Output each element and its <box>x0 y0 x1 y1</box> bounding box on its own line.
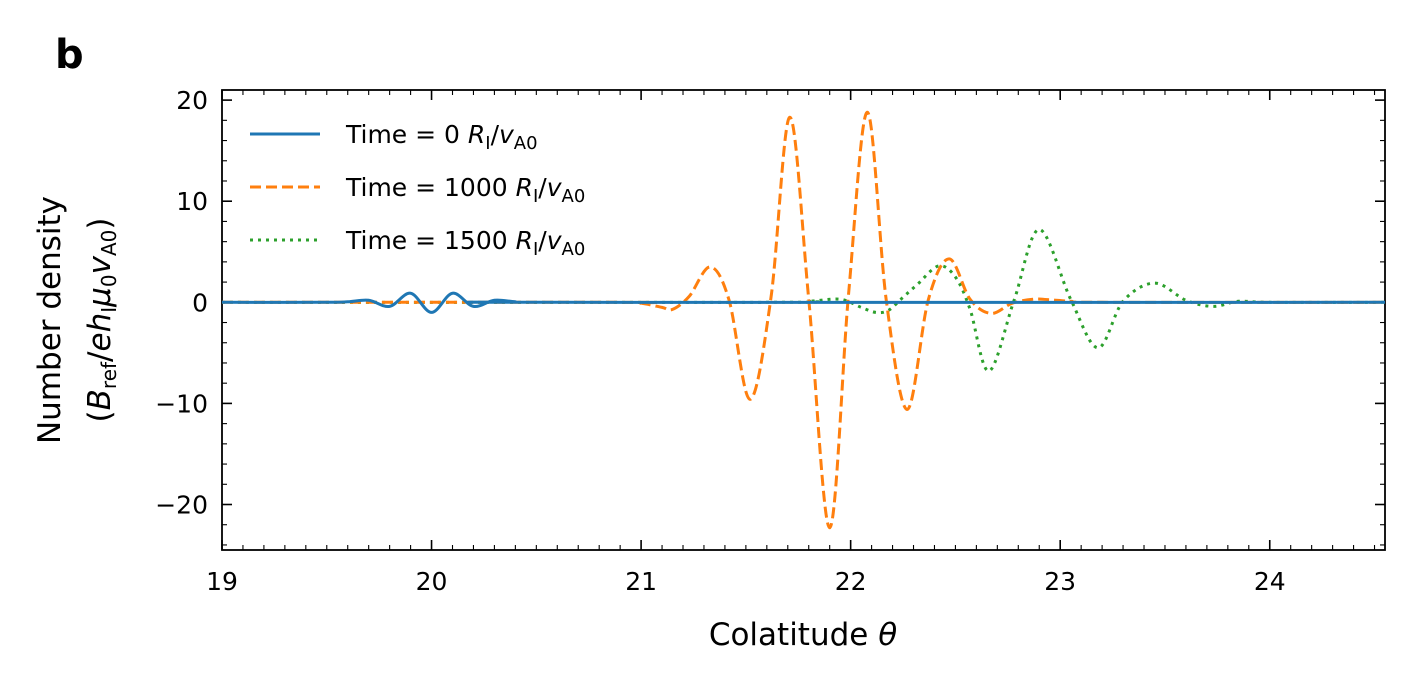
ticks-group <box>221 90 1385 550</box>
y-axis-title-line1: Number density <box>32 196 68 444</box>
panel-label: b <box>55 32 84 78</box>
legend: Time = 0 RI/vA0 Time = 1000 RI/vA0 Time = … <box>250 120 585 260</box>
x-tick-label: 23 <box>1044 567 1076 596</box>
x-axis-title: Colatitude θ <box>709 617 897 653</box>
plot-frame <box>221 89 1386 551</box>
y-tick-label: −10 <box>155 389 208 418</box>
x-tick-label: 20 <box>416 567 448 596</box>
y-tick-label: 10 <box>176 187 208 216</box>
y-tick-label: 20 <box>176 86 208 115</box>
x-tick-label: 24 <box>1254 567 1286 596</box>
legend-label-0: Time = 0 RI/vA0 <box>345 120 538 154</box>
y-axis-title: Number density (Bref/ehIμ0vA0) <box>32 196 121 444</box>
y-axis-title-line2: (Bref/ehIμ0vA0) <box>82 218 121 423</box>
x-tick-label: 19 <box>206 567 238 596</box>
series-line-1 <box>221 110 1386 530</box>
x-tick-label: 21 <box>625 567 657 596</box>
x-tick-label: 22 <box>835 567 867 596</box>
series-line-0 <box>221 291 1386 314</box>
legend-label-2: Time = 1500 RI/vA0 <box>345 226 585 260</box>
y-tick-label: 0 <box>192 288 208 317</box>
y-tick-labels: −20 −10 0 10 20 <box>155 86 208 519</box>
series-group <box>221 110 1386 530</box>
legend-label-1: Time = 1000 RI/vA0 <box>345 173 585 207</box>
x-tick-labels: 19 20 21 22 23 24 <box>206 567 1286 596</box>
y-tick-label: −20 <box>155 491 208 520</box>
